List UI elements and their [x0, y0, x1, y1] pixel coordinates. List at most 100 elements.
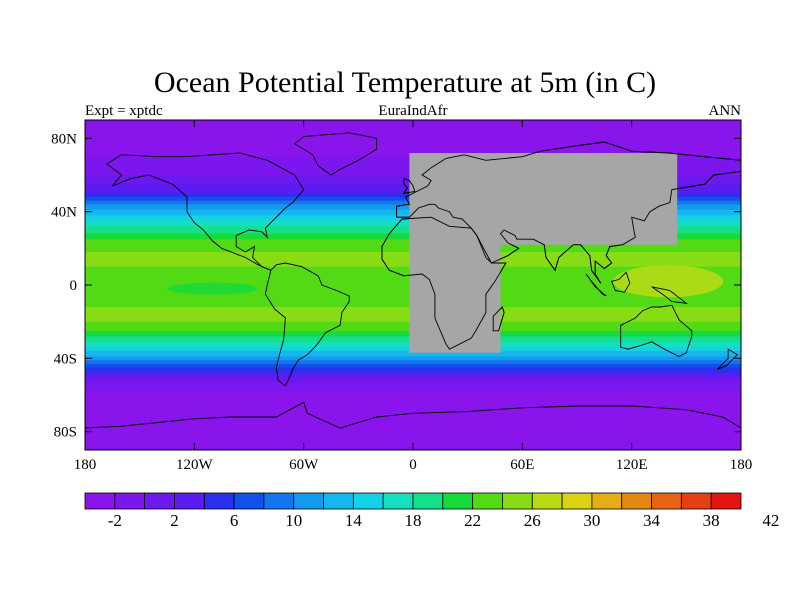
- temperature-band: [85, 378, 741, 381]
- colorbar: [84, 492, 742, 510]
- lon-tick-label: 120E: [616, 457, 648, 473]
- temperature-band: [85, 387, 741, 391]
- lon-tick-label: 180: [730, 457, 753, 473]
- coastline-australia: [620, 304, 693, 358]
- colorbar-swatch: [174, 492, 205, 510]
- masked-region: [409, 153, 678, 353]
- temperature-band: [85, 415, 741, 418]
- lon-tick-label: 120W: [176, 457, 214, 473]
- cold-tongue-patch: [167, 282, 258, 295]
- coastline-madagascar-overlay: [492, 306, 505, 332]
- temperature-band: [85, 142, 741, 145]
- lon-tick-label: 180: [74, 457, 97, 473]
- colorbar-swatch: [203, 492, 235, 510]
- lat-tick-label: 0: [70, 278, 78, 294]
- temperature-band: [85, 129, 741, 132]
- temperature-band: [85, 371, 741, 374]
- temperature-band: [85, 418, 741, 422]
- temperature-band: [85, 360, 741, 363]
- temperature-band: [85, 440, 741, 444]
- coastline-borneo: [610, 271, 631, 293]
- temperature-band: [85, 382, 741, 385]
- temperature-band: [85, 367, 741, 370]
- map-area: [85, 120, 741, 450]
- colorbar-swatch: [680, 492, 712, 510]
- warm-pool-patch: [613, 265, 724, 298]
- lon-tick-label: 0: [409, 457, 417, 473]
- temperature-band: [85, 409, 741, 413]
- temperature-band: [85, 406, 741, 409]
- colorbar-label: 42: [762, 511, 779, 530]
- coastline-sumatra: [585, 273, 607, 297]
- coastline-north-america: [106, 152, 305, 271]
- temperature-band: [85, 134, 741, 138]
- temperature-band: [85, 398, 741, 402]
- temperature-band: [85, 413, 741, 416]
- temperature-band: [85, 358, 741, 361]
- temperature-band: [85, 149, 741, 152]
- coastlines-over-mask: [381, 141, 741, 350]
- temperature-band: [85, 389, 741, 392]
- colorbar-label: 38: [703, 511, 720, 530]
- colorbar-swatch: [263, 492, 295, 510]
- colorbar-swatch: [710, 492, 742, 510]
- colorbar-swatch: [621, 492, 652, 510]
- colorbar-label: 18: [405, 511, 422, 530]
- temperature-band: [85, 395, 741, 398]
- lat-tick-label: 40S: [54, 351, 77, 367]
- coastline-greenland: [293, 132, 378, 176]
- colorbar-swatch: [591, 492, 623, 510]
- temperature-band: [85, 429, 741, 433]
- colorbar-swatch: [352, 492, 384, 510]
- temperature-band: [85, 354, 741, 358]
- coastline-africa-overlay: [381, 216, 507, 350]
- colorbar-swatch: [382, 492, 414, 510]
- temperature-band: [85, 391, 741, 394]
- left-string: Expt = xptdc: [85, 103, 163, 119]
- colorbar-label: 34: [643, 511, 661, 530]
- coastline-antarctica: [85, 401, 741, 429]
- temperature-band: [85, 365, 741, 369]
- temperature-band: [85, 362, 741, 365]
- temperature-band: [85, 426, 741, 429]
- colorbar-label: 2: [170, 511, 179, 530]
- temperature-band: [85, 437, 741, 440]
- temperature-band: [85, 417, 741, 420]
- temperature-band: [85, 356, 741, 359]
- temperature-band: [85, 127, 741, 130]
- temperature-band: [85, 373, 741, 376]
- temperature-band: [85, 428, 741, 431]
- center-string: EuraIndAfr: [378, 103, 447, 119]
- temperature-band: [85, 411, 741, 414]
- temperature-band: [85, 424, 741, 427]
- colorbar-swatch: [144, 492, 175, 510]
- temperature-band: [85, 140, 741, 143]
- temperature-band: [85, 402, 741, 405]
- temperature-band: [85, 407, 741, 411]
- temperature-band: [85, 132, 741, 136]
- temperature-band: [85, 393, 741, 396]
- temperature-band: [85, 352, 741, 356]
- colorbar-swatch: [233, 492, 265, 510]
- temperature-band: [85, 145, 741, 149]
- temperature-band: [85, 151, 741, 154]
- colorbar-label: 22: [464, 511, 481, 530]
- coastline-new-zealand: [716, 348, 739, 370]
- temperature-band: [85, 422, 741, 425]
- temperature-band: [85, 143, 741, 147]
- temperature-band: [85, 435, 741, 438]
- colorbar-label: 10: [285, 511, 302, 530]
- colorbar-swatch: [323, 492, 354, 510]
- temperature-band: [85, 131, 741, 134]
- colorbar-labels: -2 2 6 10 14 18 22 26 30 34 38 42: [108, 511, 780, 530]
- right-string: ANN: [709, 103, 742, 119]
- colorbar-label: 6: [230, 511, 239, 530]
- temperature-band: [85, 396, 741, 400]
- colorbar-swatch: [114, 492, 146, 510]
- temperature-band: [85, 374, 741, 378]
- temperature-band: [85, 138, 741, 141]
- colorbar-label: 30: [583, 511, 600, 530]
- temperature-band: [85, 420, 741, 424]
- colorbar-label: 26: [524, 511, 541, 530]
- temperature-band: [85, 400, 741, 403]
